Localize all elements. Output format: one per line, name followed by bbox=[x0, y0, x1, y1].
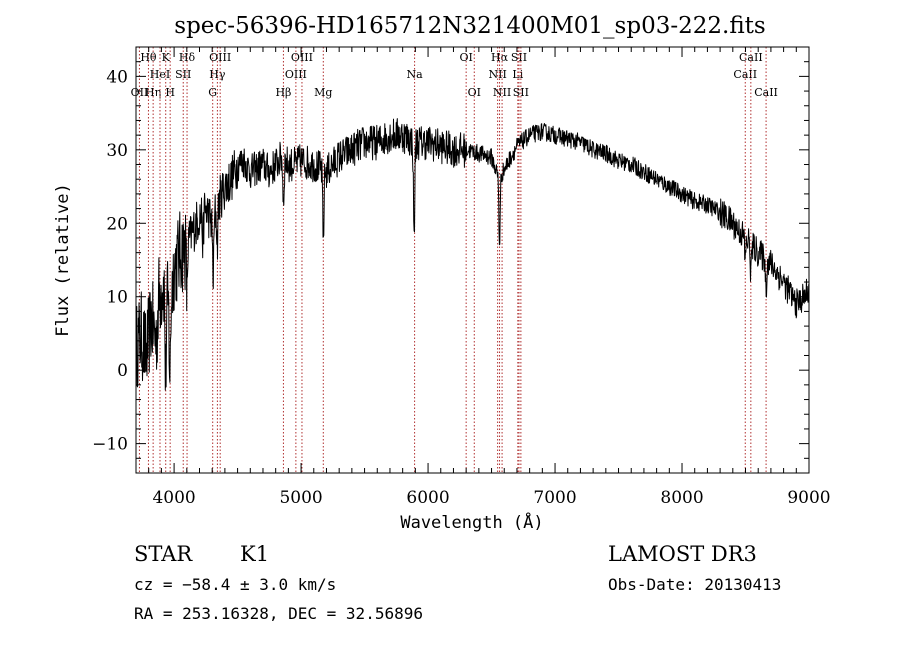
y-axis-label: Flux (relative) bbox=[53, 183, 73, 337]
line-marker-label: G bbox=[208, 86, 217, 99]
line-marker-label: H bbox=[165, 86, 175, 99]
x-tick-label: 9000 bbox=[787, 488, 830, 508]
y-tick-label: 30 bbox=[106, 141, 128, 161]
line-marker-label: Hη bbox=[145, 86, 161, 99]
spectrum-layer bbox=[135, 118, 810, 391]
line-marker-label: SII bbox=[511, 51, 527, 64]
survey-name: LAMOST DR3 bbox=[608, 542, 757, 566]
line-marker-label: SII bbox=[513, 86, 529, 99]
line-marker-label: Li bbox=[512, 68, 523, 81]
x-axis-label: Wavelength (Å) bbox=[400, 511, 543, 533]
y-tick-label: 20 bbox=[106, 214, 128, 234]
y-tick-label: −10 bbox=[92, 435, 128, 455]
line-marker-label: CaII bbox=[754, 86, 778, 99]
line-marker-label: Hα bbox=[491, 51, 509, 64]
x-tick-label: 8000 bbox=[660, 488, 703, 508]
line-marker-label: Hθ bbox=[140, 51, 157, 64]
line-marker-label: Hγ bbox=[209, 68, 226, 81]
line-marker-label: CaII bbox=[739, 51, 763, 64]
line-marker-label: OI bbox=[459, 51, 472, 64]
line-marker-label: OIII bbox=[285, 68, 307, 81]
redshift-line: cz = −58.4 ± 3.0 km/s bbox=[134, 575, 336, 594]
spectrum-line bbox=[135, 118, 810, 391]
x-tick-label: 4000 bbox=[152, 488, 195, 508]
line-marker-layer: OIIHθHηHeIKHSIIHδGHγOIIIHβOIIIOIIIMgNaOI… bbox=[131, 47, 778, 473]
y-tick-label: 40 bbox=[106, 67, 128, 87]
chart-title: spec-56396-HD165712N321400M01_sp03-222.f… bbox=[174, 13, 765, 39]
observation-date: Obs-Date: 20130413 bbox=[608, 575, 781, 594]
line-marker-label: CaII bbox=[733, 68, 757, 81]
coordinates-line: RA = 253.16328, DEC = 32.56896 bbox=[134, 604, 423, 623]
line-marker-label: Na bbox=[407, 68, 424, 81]
line-marker-label: NII bbox=[493, 86, 511, 99]
y-tick-label: 0 bbox=[117, 361, 128, 381]
line-marker-label: K bbox=[162, 51, 171, 64]
line-marker-label: OI bbox=[468, 86, 481, 99]
axis-tick-layer: 4000 5000 6000 7000 8000 9000 −10 0 10 20 30 40 bbox=[92, 46, 831, 508]
spectral-subclass: K1 bbox=[240, 542, 269, 566]
plot-frame bbox=[135, 46, 810, 474]
y-tick-label: 10 bbox=[106, 288, 128, 308]
line-marker-label: OII bbox=[131, 86, 149, 99]
object-class: STAR bbox=[134, 542, 193, 566]
line-marker-label: Mg bbox=[314, 86, 332, 99]
x-tick-label: 7000 bbox=[533, 488, 576, 508]
line-marker-label: OIII bbox=[209, 51, 231, 64]
line-marker-label: OIII bbox=[291, 51, 313, 64]
line-marker-label: SII bbox=[175, 68, 191, 81]
x-tick-label: 6000 bbox=[406, 488, 449, 508]
x-tick-label: 5000 bbox=[279, 488, 322, 508]
line-marker-label: Hδ bbox=[179, 51, 196, 64]
line-marker-label: NII bbox=[488, 68, 506, 81]
line-marker-label: HeI bbox=[150, 68, 170, 81]
line-marker-label: Hβ bbox=[275, 86, 291, 99]
